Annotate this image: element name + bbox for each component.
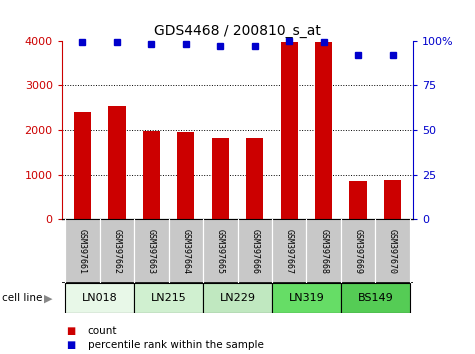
Bar [142,131,160,219]
Text: GSM397664: GSM397664 [181,229,190,274]
Text: GSM397665: GSM397665 [216,229,225,274]
Text: LN018: LN018 [82,293,117,303]
Text: GSM397667: GSM397667 [285,229,294,274]
Bar [134,219,169,283]
Bar [272,219,306,283]
Bar [108,105,125,219]
Text: count: count [88,326,117,336]
Bar [384,180,401,219]
Bar [272,283,341,313]
Bar [212,138,229,219]
Title: GDS4468 / 200810_s_at: GDS4468 / 200810_s_at [154,24,321,38]
Bar [246,138,263,219]
Bar [341,283,410,313]
Text: GSM397668: GSM397668 [319,229,328,274]
Bar [375,219,410,283]
Text: GSM397669: GSM397669 [353,229,362,274]
Text: cell line: cell line [2,293,43,303]
Bar [177,132,194,219]
Text: GSM397666: GSM397666 [250,229,259,274]
Bar [134,283,203,313]
Bar [203,219,238,283]
Text: GSM397663: GSM397663 [147,229,156,274]
Bar [281,42,298,219]
Text: BS149: BS149 [358,293,393,303]
Bar [238,219,272,283]
Text: ▶: ▶ [44,293,53,303]
Text: GSM397662: GSM397662 [113,229,122,274]
Bar [350,181,367,219]
Text: LN319: LN319 [288,293,324,303]
Bar [315,42,332,219]
Bar [100,219,134,283]
Bar [65,219,100,283]
Bar [65,283,134,313]
Bar [74,112,91,219]
Bar [341,219,375,283]
Text: LN229: LN229 [219,293,256,303]
Text: ■: ■ [66,340,76,350]
Text: percentile rank within the sample: percentile rank within the sample [88,340,264,350]
Text: GSM397670: GSM397670 [388,229,397,274]
Text: LN215: LN215 [151,293,187,303]
Bar [203,283,272,313]
Bar [306,219,341,283]
Bar [169,219,203,283]
Text: GSM397661: GSM397661 [78,229,87,274]
Text: ■: ■ [66,326,76,336]
